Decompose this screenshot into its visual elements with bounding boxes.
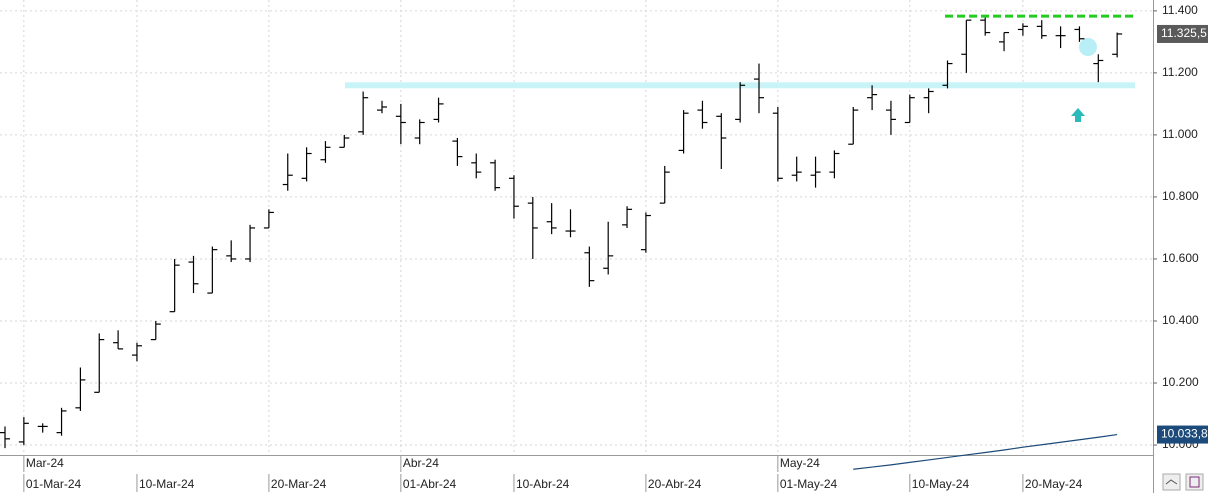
y-tick-label: 10.800: [1162, 189, 1199, 203]
save-icon: [1189, 476, 1200, 488]
last-price-box: [1157, 24, 1208, 43]
last-price-label: 11.325,5: [1161, 26, 1207, 40]
y-tick-label: 10.200: [1162, 375, 1199, 389]
x-tick-label: 01-May-24: [780, 477, 838, 491]
y-tick-label: 10.600: [1162, 251, 1199, 265]
save-button[interactable]: [1185, 473, 1204, 491]
month-label: Abr-24: [403, 456, 439, 470]
x-tick-label: 10-Abr-24: [516, 477, 570, 491]
y-tick-label: 11.400: [1162, 3, 1198, 17]
month-label: Mar-24: [26, 456, 64, 470]
up-arrow: [1071, 108, 1085, 122]
month-label: May-24: [780, 456, 820, 470]
average-label-box: [1157, 425, 1208, 444]
x-tick-label: 10-May-24: [912, 477, 970, 491]
y-tick-label: 10.400: [1162, 313, 1199, 327]
x-tick-label: 20-May-24: [1025, 477, 1083, 491]
x-tick-label: 01-Mar-24: [26, 477, 82, 491]
y-tick-label: 11.000: [1162, 127, 1198, 141]
y-tick-label: 11.200: [1162, 65, 1198, 79]
zoom-button[interactable]: [1162, 473, 1181, 491]
marker-circle: [1079, 38, 1097, 56]
x-tick-label: 10-Mar-24: [139, 477, 195, 491]
average-label: 10.033,8: [1161, 427, 1208, 441]
zoom-icon: [1165, 479, 1178, 485]
x-tick-label: 01-Abr-24: [403, 477, 457, 491]
average-line: [853, 433, 1118, 470]
x-tick-label: 20-Mar-24: [271, 477, 327, 491]
x-tick-label: 20-Abr-24: [648, 477, 702, 491]
